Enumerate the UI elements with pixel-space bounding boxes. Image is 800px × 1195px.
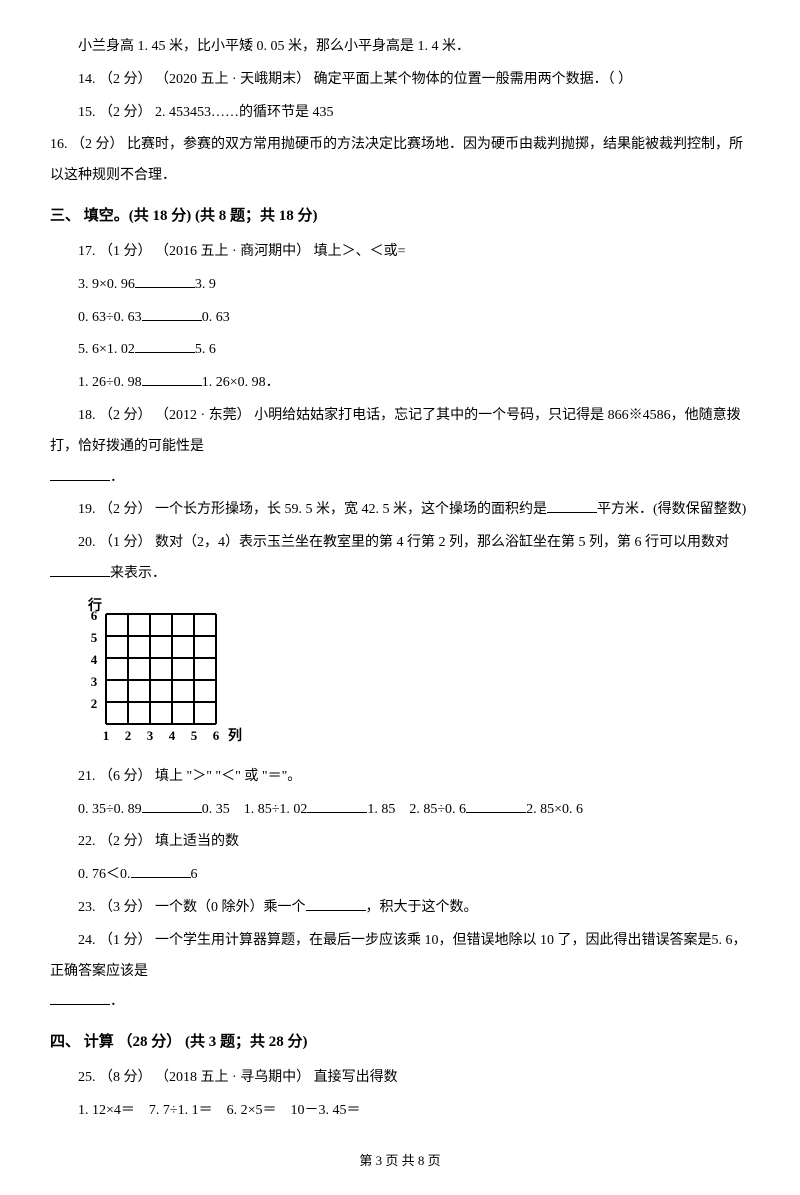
q23: 23. （3 分） 一个数（0 除外）乘一个 ，积大于这个数。 bbox=[50, 893, 750, 924]
q15: 15. （2 分） 2. 453453……的循环节是 435 bbox=[50, 98, 750, 129]
q17-b-right: 0. 63 bbox=[202, 310, 230, 325]
svg-text:4: 4 bbox=[91, 652, 98, 667]
q25-item-3: 10－3. 45＝ bbox=[291, 1103, 361, 1118]
q22-right: 6 bbox=[191, 867, 198, 882]
blank bbox=[142, 372, 202, 386]
q17-c: 5. 6×1. 02 5. 6 bbox=[50, 335, 750, 366]
q25-items: 1. 12×4＝ 7. 7÷1. 1＝ 6. 2×5＝ 10－3. 45＝ bbox=[50, 1096, 750, 1127]
q20: 20. （1 分） 数对（2，4）表示玉兰坐在教室里的第 4 行第 2 列，那么… bbox=[50, 528, 750, 590]
q25-item-1: 7. 7÷1. 1＝ bbox=[149, 1103, 213, 1118]
blank bbox=[142, 799, 202, 813]
blank bbox=[142, 307, 202, 321]
q25-head: 25. （8 分） （2018 五上 · 寻乌期中） 直接写出得数 bbox=[50, 1063, 750, 1094]
blank bbox=[50, 563, 110, 577]
q21-c-left: 2. 85÷0. 6 bbox=[409, 802, 466, 817]
blank bbox=[466, 799, 526, 813]
q22-left: 0. 76＜0. bbox=[78, 867, 131, 882]
q17-b-left: 0. 63÷0. 63 bbox=[78, 310, 142, 325]
q17-d-left: 1. 26÷0. 98 bbox=[78, 375, 142, 390]
q21-b-right: 1. 85 bbox=[367, 802, 395, 817]
blank bbox=[50, 467, 110, 481]
q17-a: 3. 9×0. 96 3. 9 bbox=[50, 270, 750, 301]
q17-b: 0. 63÷0. 63 0. 63 bbox=[50, 303, 750, 334]
q24-tail: ． bbox=[110, 994, 124, 1009]
blank bbox=[547, 499, 597, 513]
svg-text:1: 1 bbox=[103, 728, 110, 743]
q21-b-left: 1. 85÷1. 02 bbox=[244, 802, 308, 817]
blank bbox=[135, 339, 195, 353]
q24-text: 24. （1 分） 一个学生用计算器算题，在最后一步应该乘 10，但错误地除以 … bbox=[50, 926, 750, 988]
q21-items: 0. 35÷0. 89 0. 35 1. 85÷1. 02 1. 85 2. 85÷… bbox=[50, 795, 750, 826]
q14: 14. （2 分） （2020 五上 · 天峨期末） 确定平面上某个物体的位置一… bbox=[50, 65, 750, 96]
q23-left: 23. （3 分） 一个数（0 除外）乘一个 bbox=[78, 900, 306, 915]
section-3-title: 三、 填空。(共 18 分) (共 8 题；共 18 分) bbox=[50, 200, 750, 233]
q22-head: 22. （2 分） 填上适当的数 bbox=[50, 827, 750, 858]
q18: 18. （2 分） （2012 · 东莞） 小明给姑姑家打电话，忘记了其中的一个… bbox=[50, 401, 750, 493]
q22-item: 0. 76＜0. 6 bbox=[50, 860, 750, 891]
q23-right: ，积大于这个数。 bbox=[366, 900, 478, 915]
q17-d-right: 1. 26×0. 98． bbox=[202, 375, 280, 390]
q18-tail: ． bbox=[110, 470, 124, 485]
q24: 24. （1 分） 一个学生用计算器算题，在最后一步应该乘 10，但错误地除以 … bbox=[50, 926, 750, 1018]
q20-tail: 来表示． bbox=[110, 566, 166, 581]
intro-text: 小兰身高 1. 45 米，比小平矮 0. 05 米，那么小平身高是 1. 4 米… bbox=[50, 32, 750, 63]
coordinate-grid: 行65432123456列 bbox=[78, 596, 750, 756]
svg-text:3: 3 bbox=[91, 674, 98, 689]
q20-text: 20. （1 分） 数对（2，4）表示玉兰坐在教室里的第 4 行第 2 列，那么… bbox=[50, 528, 729, 559]
svg-text:4: 4 bbox=[169, 728, 176, 743]
q21-a-right: 0. 35 bbox=[202, 802, 230, 817]
q17-c-left: 5. 6×1. 02 bbox=[78, 342, 135, 357]
q18-text: 18. （2 分） （2012 · 东莞） 小明给姑姑家打电话，忘记了其中的一个… bbox=[50, 401, 750, 463]
svg-text:6: 6 bbox=[213, 728, 220, 743]
svg-text:2: 2 bbox=[91, 696, 98, 711]
q17-a-right: 3. 9 bbox=[195, 277, 216, 292]
blank bbox=[135, 274, 195, 288]
q25-item-0: 1. 12×4＝ bbox=[78, 1103, 135, 1118]
q17-head: 17. （1 分） （2016 五上 · 商河期中） 填上＞、＜或= bbox=[50, 237, 750, 268]
q17-a-left: 3. 9×0. 96 bbox=[78, 277, 135, 292]
page-footer: 第 3 页 共 8 页 bbox=[50, 1147, 750, 1176]
q16: 16. （2 分） 比赛时，参赛的双方常用抛硬币的方法决定比赛场地．因为硬币由裁… bbox=[50, 130, 750, 192]
q17-d: 1. 26÷0. 98 1. 26×0. 98． bbox=[50, 368, 750, 399]
section-4-title: 四、 计算 （28 分） (共 3 题；共 28 分) bbox=[50, 1026, 750, 1059]
svg-text:2: 2 bbox=[125, 728, 132, 743]
q19-tail: 平方米．(得数保留整数) bbox=[597, 502, 746, 517]
blank bbox=[50, 991, 110, 1005]
q21-c-right: 2. 85×0. 6 bbox=[526, 802, 583, 817]
svg-text:5: 5 bbox=[91, 630, 98, 645]
q25-item-2: 6. 2×5＝ bbox=[227, 1103, 277, 1118]
svg-text:列: 列 bbox=[228, 727, 242, 744]
svg-text:3: 3 bbox=[147, 728, 154, 743]
grid-svg: 行65432123456列 bbox=[78, 596, 248, 756]
svg-text:5: 5 bbox=[191, 728, 198, 743]
q21-head: 21. （6 分） 填上 "＞" "＜" 或 "＝"。 bbox=[50, 762, 750, 793]
blank bbox=[131, 864, 191, 878]
q19-text: 19. （2 分） 一个长方形操场，长 59. 5 米，宽 42. 5 米，这个… bbox=[50, 495, 547, 526]
blank bbox=[306, 897, 366, 911]
q17-c-right: 5. 6 bbox=[195, 342, 216, 357]
q21-a-left: 0. 35÷0. 89 bbox=[78, 802, 142, 817]
blank bbox=[307, 799, 367, 813]
svg-text:6: 6 bbox=[91, 608, 98, 623]
q19: 19. （2 分） 一个长方形操场，长 59. 5 米，宽 42. 5 米，这个… bbox=[50, 495, 750, 526]
